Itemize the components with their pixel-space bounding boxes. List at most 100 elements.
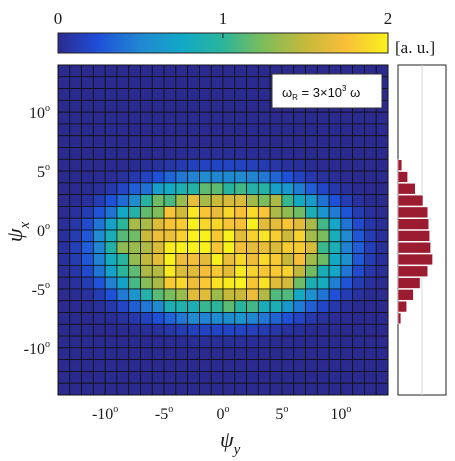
heatmap-cell bbox=[163, 241, 177, 254]
heatmap-cell bbox=[246, 182, 259, 196]
heatmap-cell bbox=[81, 123, 94, 137]
heatmap-cell bbox=[281, 300, 295, 313]
heatmap-cell bbox=[352, 135, 365, 148]
heatmap-cell bbox=[234, 288, 247, 302]
heatmap-cell bbox=[210, 99, 224, 113]
y-axis-label-sub: x bbox=[17, 222, 33, 230]
heatmap-cell bbox=[281, 382, 295, 396]
heatmap-cell bbox=[210, 229, 224, 243]
heatmap-cell bbox=[328, 276, 342, 290]
heatmap-cell bbox=[352, 182, 365, 196]
heatmap-cell bbox=[69, 99, 82, 113]
heatmap-cell bbox=[187, 300, 200, 313]
heatmap-cell bbox=[305, 206, 318, 219]
heatmap-cell bbox=[269, 194, 283, 207]
heatmap-cell bbox=[163, 99, 177, 113]
heatmap-cell bbox=[246, 111, 259, 125]
heatmap-cell bbox=[269, 217, 283, 231]
heatmap-cell bbox=[364, 217, 377, 231]
heatmap-cell bbox=[210, 253, 224, 266]
heatmap-cell bbox=[116, 99, 130, 113]
heatmap-cell bbox=[187, 99, 200, 113]
heatmap-cell bbox=[81, 217, 94, 231]
heatmap-cell bbox=[151, 229, 165, 243]
heatmap-cell bbox=[352, 300, 365, 313]
heatmap-cell bbox=[140, 88, 153, 101]
heatmap-cell bbox=[305, 288, 318, 302]
heatmap-cell bbox=[69, 312, 82, 325]
heatmap-cell bbox=[364, 170, 377, 184]
heatmap-cell bbox=[104, 253, 118, 266]
heatmap-cell bbox=[104, 99, 118, 113]
heatmap-cell bbox=[116, 64, 130, 78]
heatmap-cell bbox=[269, 241, 283, 254]
heatmap-cell bbox=[269, 323, 283, 337]
heatmap-cell bbox=[175, 335, 189, 349]
heatmap-cell bbox=[210, 123, 224, 137]
heatmap-cell bbox=[92, 253, 106, 266]
heatmap-cell bbox=[257, 264, 271, 278]
heatmap-cell bbox=[269, 253, 283, 266]
heatmap-cell bbox=[69, 276, 82, 290]
annotation-omega: ω bbox=[282, 85, 292, 100]
heatmap-cell bbox=[246, 241, 259, 254]
heatmap-cell bbox=[257, 76, 271, 89]
heatmap-cell bbox=[293, 264, 306, 278]
colorbar-tick-label: 2 bbox=[384, 9, 393, 28]
heatmap-cell bbox=[81, 64, 94, 78]
heatmap-cell bbox=[293, 111, 306, 125]
heatmap-cell bbox=[92, 88, 106, 101]
heatmap-cell bbox=[246, 288, 259, 302]
heatmap-cell bbox=[92, 382, 106, 396]
heatmap-cell bbox=[57, 382, 71, 396]
heatmap-cell bbox=[140, 323, 153, 337]
heatmap-cell bbox=[305, 182, 318, 196]
heatmap-cell bbox=[257, 241, 271, 254]
heatmap-cell bbox=[128, 217, 141, 231]
heatmap-cell bbox=[199, 194, 212, 207]
heatmap-cell bbox=[81, 335, 94, 349]
heatmap-cell bbox=[187, 288, 200, 302]
heatmap-cell bbox=[222, 135, 236, 148]
heatmap-cell bbox=[210, 359, 224, 372]
heatmap-cell bbox=[316, 347, 330, 361]
heatmap-cell bbox=[81, 111, 94, 125]
heatmap-cell bbox=[140, 206, 153, 219]
heatmap-cell bbox=[246, 158, 259, 172]
heatmap-cell bbox=[305, 347, 318, 361]
heatmap-cell bbox=[175, 264, 189, 278]
heatmap-cell bbox=[246, 170, 259, 184]
heatmap-cell bbox=[257, 323, 271, 337]
heatmap-cell bbox=[57, 276, 71, 290]
heatmap-cell bbox=[199, 135, 212, 148]
heatmap-cell bbox=[293, 300, 306, 313]
heatmap-cell bbox=[269, 111, 283, 125]
y-axis-label-main: ψ bbox=[2, 228, 27, 242]
heatmap-cell bbox=[151, 182, 165, 196]
heatmap-cell bbox=[140, 64, 153, 78]
heatmap-cell bbox=[140, 99, 153, 113]
heatmap-cell bbox=[222, 88, 236, 101]
heatmap-cell bbox=[316, 382, 330, 396]
heatmap-cell bbox=[81, 241, 94, 254]
heatmap-cell bbox=[222, 382, 236, 396]
heatmap-cell bbox=[375, 382, 389, 396]
heatmap-cell bbox=[104, 300, 118, 313]
heatmap-cell bbox=[69, 217, 82, 231]
heatmap-cell bbox=[175, 206, 189, 219]
heatmap-cell bbox=[375, 170, 389, 184]
heatmap-cell bbox=[352, 288, 365, 302]
heatmap-cell bbox=[187, 241, 200, 254]
heatmap-cell bbox=[340, 359, 354, 372]
heatmap-cell bbox=[375, 123, 389, 137]
heatmap-cell bbox=[352, 229, 365, 243]
heatmap-cell bbox=[316, 288, 330, 302]
heatmap-cell bbox=[116, 229, 130, 243]
heatmap-cell bbox=[92, 241, 106, 254]
colorbar-tick-label: 0 bbox=[54, 9, 63, 28]
heatmap-cell bbox=[140, 264, 153, 278]
heatmap-cell bbox=[375, 182, 389, 196]
heatmap-cell bbox=[104, 76, 118, 89]
heatmap-cell bbox=[281, 276, 295, 290]
heatmap-cell bbox=[340, 217, 354, 231]
